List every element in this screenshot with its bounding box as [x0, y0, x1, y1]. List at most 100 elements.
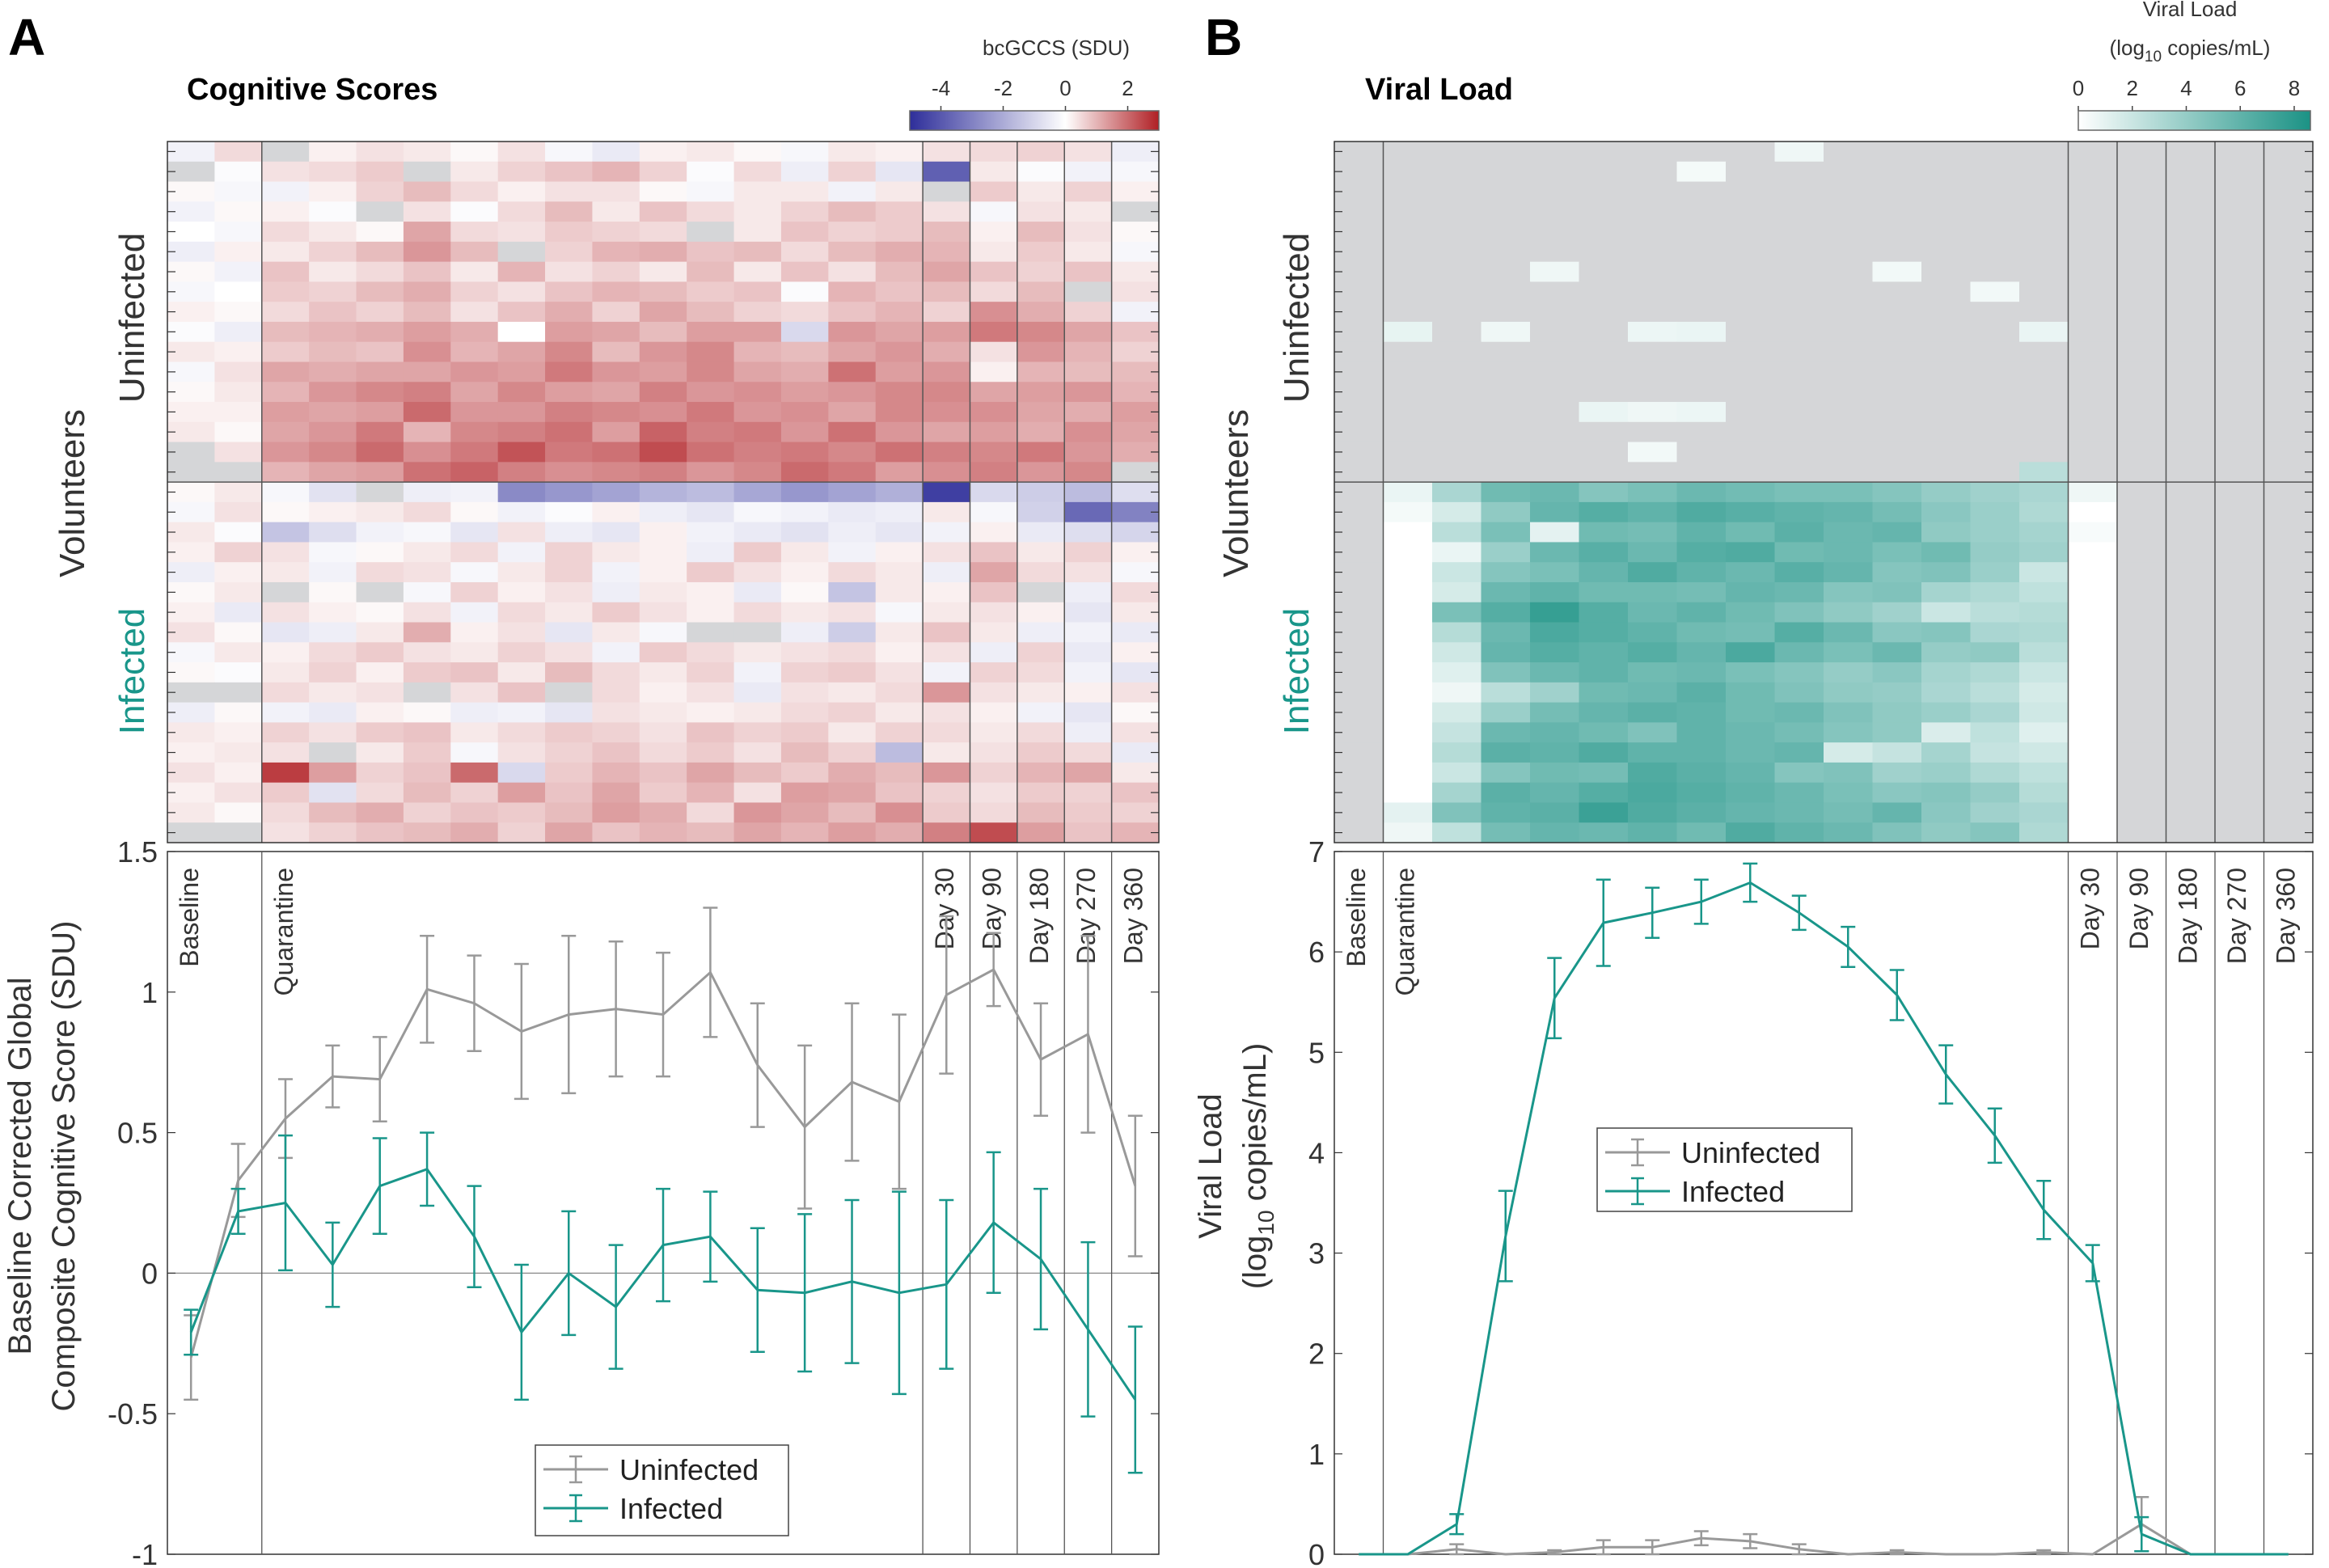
heatmap-b-cell	[2215, 762, 2265, 784]
heatmap-b-cell	[2117, 822, 2167, 843]
heatmap-b-cell	[1432, 442, 1482, 463]
heatmap-a-cell	[592, 142, 640, 163]
heatmap-a-cell	[450, 702, 499, 723]
heatmap-a-cell	[687, 542, 735, 563]
heatmap-a-cell	[970, 402, 1018, 423]
heatmap-a-cell	[450, 222, 499, 243]
heatmap-b-cell	[1676, 562, 1727, 583]
heatmap-a-cell	[356, 662, 404, 683]
line-a-legend: Uninfected Infected	[535, 1444, 789, 1536]
heatmap-b-cell	[2215, 742, 2265, 763]
heatmap-b-cell	[1921, 642, 1972, 663]
heatmap-b-cell	[1530, 742, 1580, 763]
line-a-series-infected-errorbar	[467, 1185, 482, 1289]
heatmap-b-cell	[1676, 682, 1727, 704]
heatmap-a-cell	[687, 581, 735, 603]
heatmap-b-cell	[2019, 442, 2069, 463]
heatmap-b-cell	[1921, 382, 1972, 403]
heatmap-a-cell	[403, 542, 451, 563]
heatmap-b-cell	[2166, 321, 2216, 343]
heatmap-b-cell	[2166, 222, 2216, 243]
heatmap-b-cell	[1921, 501, 1972, 523]
heatmap-a-cell	[497, 762, 546, 784]
heatmap-b-cell	[1481, 321, 1531, 343]
heatmap-a-cell	[828, 562, 877, 583]
line-a-ytick-label: -1	[132, 1538, 158, 1568]
line-b-ytick-label: 7	[1308, 835, 1325, 869]
heatmap-a-cell	[875, 382, 924, 403]
heatmap-b-cell	[2166, 702, 2216, 723]
heatmap-a-cell	[733, 341, 782, 363]
heatmap-a-cell	[1064, 361, 1113, 382]
heatmap-a-cell	[214, 341, 263, 363]
heatmap-b-cell	[1726, 722, 1776, 743]
heatmap-b-cell	[1383, 581, 1433, 603]
heatmap-a-cell	[875, 562, 924, 583]
heatmap-a-cell	[1017, 602, 1065, 623]
heatmap-a-cell	[1017, 722, 1065, 743]
heatmap-b-cell	[1432, 581, 1482, 603]
line-a-series-infected-errorbar	[797, 1213, 813, 1373]
heatmap-b-cell	[1872, 421, 1922, 443]
heatmap-b-cell	[1530, 622, 1580, 643]
heatmap-a-cell	[545, 341, 594, 363]
heatmap-a-cell	[970, 702, 1018, 723]
line-chart-b: 0 1 2 3 4 5 6 7 Baseline Quarantine Day 30 Day 90 Da…	[1308, 835, 2314, 1568]
heatmap-a-cell	[828, 742, 877, 763]
heatmap-b-cell	[1726, 581, 1776, 603]
heatmap-b-cell	[1530, 542, 1580, 563]
heatmap-b-cell	[1481, 222, 1531, 243]
heatmap-a-cell	[309, 742, 357, 763]
heatmap-b-ylabel: Volunteers	[1216, 409, 1256, 577]
heatmap-a-cell	[733, 302, 782, 323]
heatmap-a-cell	[309, 522, 357, 543]
heatmap-a-cell	[592, 402, 640, 423]
heatmap-b-cell	[2068, 382, 2118, 403]
heatmap-a-cell	[592, 462, 640, 483]
heatmap-a-cell	[214, 402, 263, 423]
heatmap-a-cell	[923, 222, 971, 243]
heatmap-b-cell	[1432, 241, 1482, 263]
heatmap-a-cell	[592, 662, 640, 683]
heatmap-b-cell	[1481, 762, 1531, 784]
line-a-series-infected-errorbar	[608, 1244, 623, 1370]
heatmap-a-cell	[875, 662, 924, 683]
heatmap-a-cell	[497, 702, 546, 723]
heatmap-b-cell	[1628, 361, 1678, 382]
colorbar-a-tick-label: 0	[1059, 76, 1071, 100]
heatmap-b-cell	[1676, 361, 1727, 382]
heatmap-b-cell	[2166, 142, 2216, 163]
heatmap-b-cell	[1774, 442, 1824, 463]
heatmap-b-cell	[1481, 302, 1531, 323]
heatmap-a-cell	[497, 361, 546, 382]
heatmap-a-cell	[214, 742, 263, 763]
heatmap-b-cell	[1774, 822, 1824, 843]
heatmap-b-cell	[1676, 802, 1727, 823]
heatmap-b-cell	[1824, 402, 1874, 423]
heatmap-b-cell	[2215, 622, 2265, 643]
heatmap-b-cell	[1383, 682, 1433, 704]
heatmap-b-cell	[2166, 302, 2216, 323]
line-b-timepoint-label: Day 180	[2174, 868, 2203, 964]
heatmap-a-cell	[1017, 222, 1065, 243]
heatmap-a-cell	[639, 261, 687, 282]
heatmap-a-cell	[733, 321, 782, 343]
heatmap-a-cell	[828, 682, 877, 704]
heatmap-a-cell	[403, 822, 451, 843]
heatmap-b-cell	[1970, 382, 2020, 403]
heatmap-b-cell	[1530, 602, 1580, 623]
heatmap-a-cell	[828, 142, 877, 163]
line-a-timepoint-label: Day 30	[930, 868, 959, 949]
heatmap-a-cell	[450, 281, 499, 302]
heatmap-b-cell	[2019, 361, 2069, 382]
heatmap-b-cell	[1530, 361, 1580, 382]
heatmap-a-cell	[828, 341, 877, 363]
line-a-series-infected-errorbar	[325, 1221, 340, 1308]
heatmap-b-cell	[1676, 501, 1727, 523]
heatmap-a-cell	[1064, 421, 1113, 443]
heatmap-b-cell	[1530, 522, 1580, 543]
heatmap-b-cell	[2117, 341, 2167, 363]
heatmap-a-cell	[639, 281, 687, 302]
heatmap-b-cell	[1872, 622, 1922, 643]
heatmap-b-cell	[1726, 642, 1776, 663]
